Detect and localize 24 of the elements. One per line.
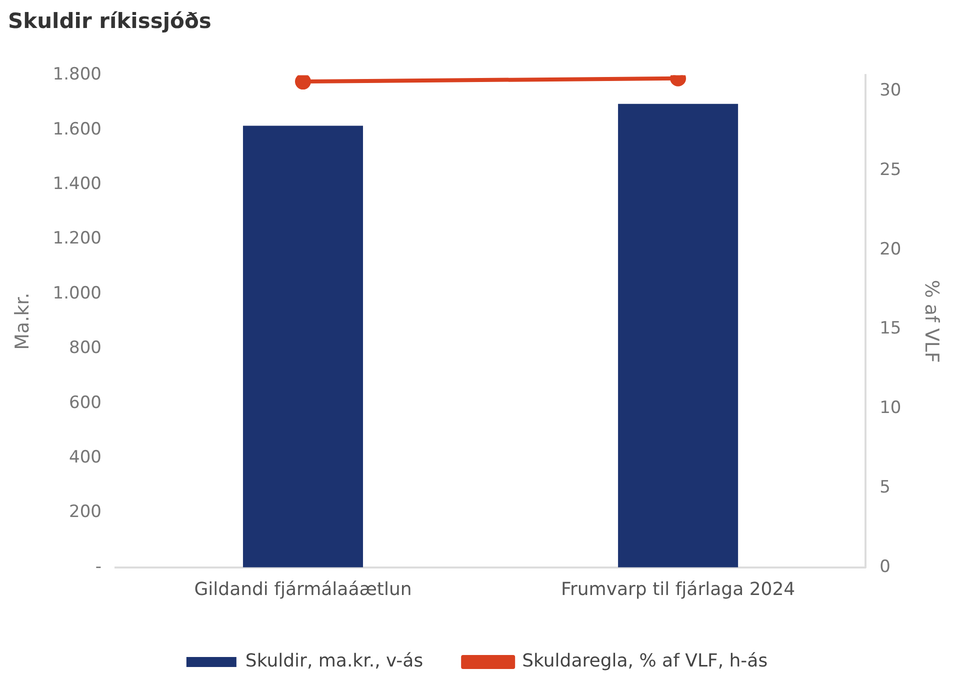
y-tick-label: 400 <box>69 447 102 468</box>
y-tick-label: 1.000 <box>52 283 102 304</box>
y-tick-label: 200 <box>69 502 102 522</box>
y-tick-label: - <box>95 556 102 577</box>
y-axis-title: Ma.kr. <box>11 292 34 350</box>
y-tick-label: 1.200 <box>52 228 102 249</box>
x-tick-label: Gildandi fjármálaáætlun <box>194 578 412 600</box>
y2-tick-label: 25 <box>880 160 902 180</box>
y2-tick-label: 10 <box>880 398 902 418</box>
y2-tick-label: 30 <box>880 80 902 100</box>
legend-label: Skuldaregla, % af VLF, h-ás <box>522 650 768 672</box>
legend-label: Skuldir, ma.kr., v-ás <box>245 650 424 672</box>
y-tick-label: 1.800 <box>52 64 102 85</box>
y-tick-label: 1.600 <box>52 119 102 140</box>
x-tick-label: Frumvarp til fjárlaga 2024 <box>560 578 796 600</box>
chart-title: Skuldir ríkissjóðs <box>8 9 212 34</box>
y2-tick-label: 20 <box>880 239 902 260</box>
y2-tick-label: 5 <box>880 477 890 498</box>
y2-tick-label: 0 <box>880 556 890 577</box>
y-tick-label: 600 <box>69 392 102 413</box>
y-tick-label: 800 <box>69 338 102 358</box>
y2-tick-label: 15 <box>880 318 902 339</box>
y2-axis-title: % af VLF <box>920 280 943 363</box>
y-tick-label: 1.400 <box>52 174 102 194</box>
